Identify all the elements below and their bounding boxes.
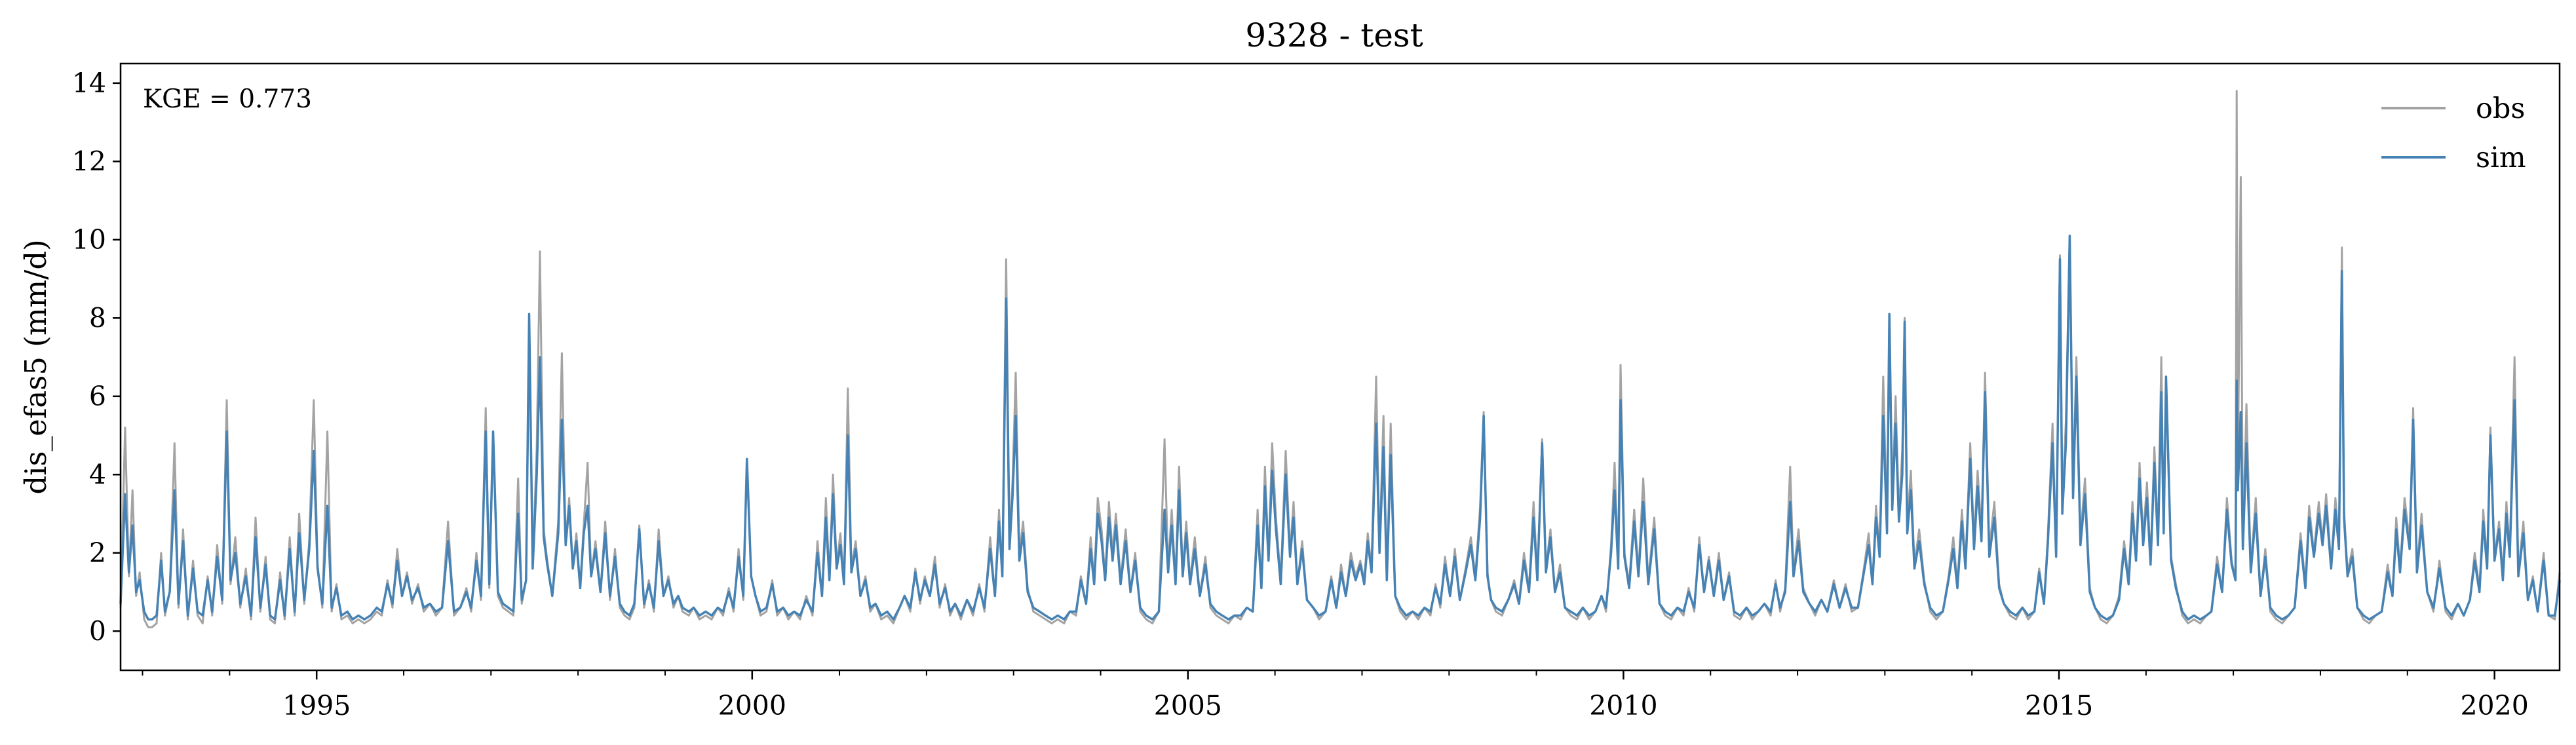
y-axis-label: dis_efas5 (mm/d)	[18, 239, 53, 494]
legend: obs sim	[2381, 92, 2526, 174]
y-tick-label: 0	[89, 615, 106, 647]
y-tick-label: 2	[89, 537, 106, 569]
series-layer	[119, 90, 2561, 628]
x-tick-label: 2005	[1154, 690, 1222, 721]
x-tick-label: 2020	[2460, 690, 2528, 721]
legend-sim-label: sim	[2476, 142, 2526, 174]
y-tick-label: 6	[89, 381, 106, 412]
x-tick-label: 2010	[1589, 690, 1657, 721]
plot-frame	[119, 62, 2561, 672]
y-tick-label: 4	[89, 459, 106, 490]
x-tick-label: 2015	[2025, 690, 2093, 721]
y-tick-label: 8	[89, 302, 106, 334]
legend-obs-label: obs	[2476, 92, 2525, 125]
y-tick-label: 14	[72, 67, 106, 99]
kge-annotation: KGE = 0.773	[143, 85, 312, 114]
x-tick-label: 2000	[718, 690, 786, 721]
axes-layer: 0 2 4 6 8 10 12 14 1995 2000 2005 2010 2015 2020	[72, 67, 2529, 721]
y-tick-label: 10	[72, 224, 106, 256]
chart-title: 9328 - test	[1245, 16, 1423, 54]
x-tick-label: 1995	[282, 690, 351, 721]
y-tick-label: 12	[72, 145, 106, 177]
series-line-sim	[119, 235, 2561, 621]
